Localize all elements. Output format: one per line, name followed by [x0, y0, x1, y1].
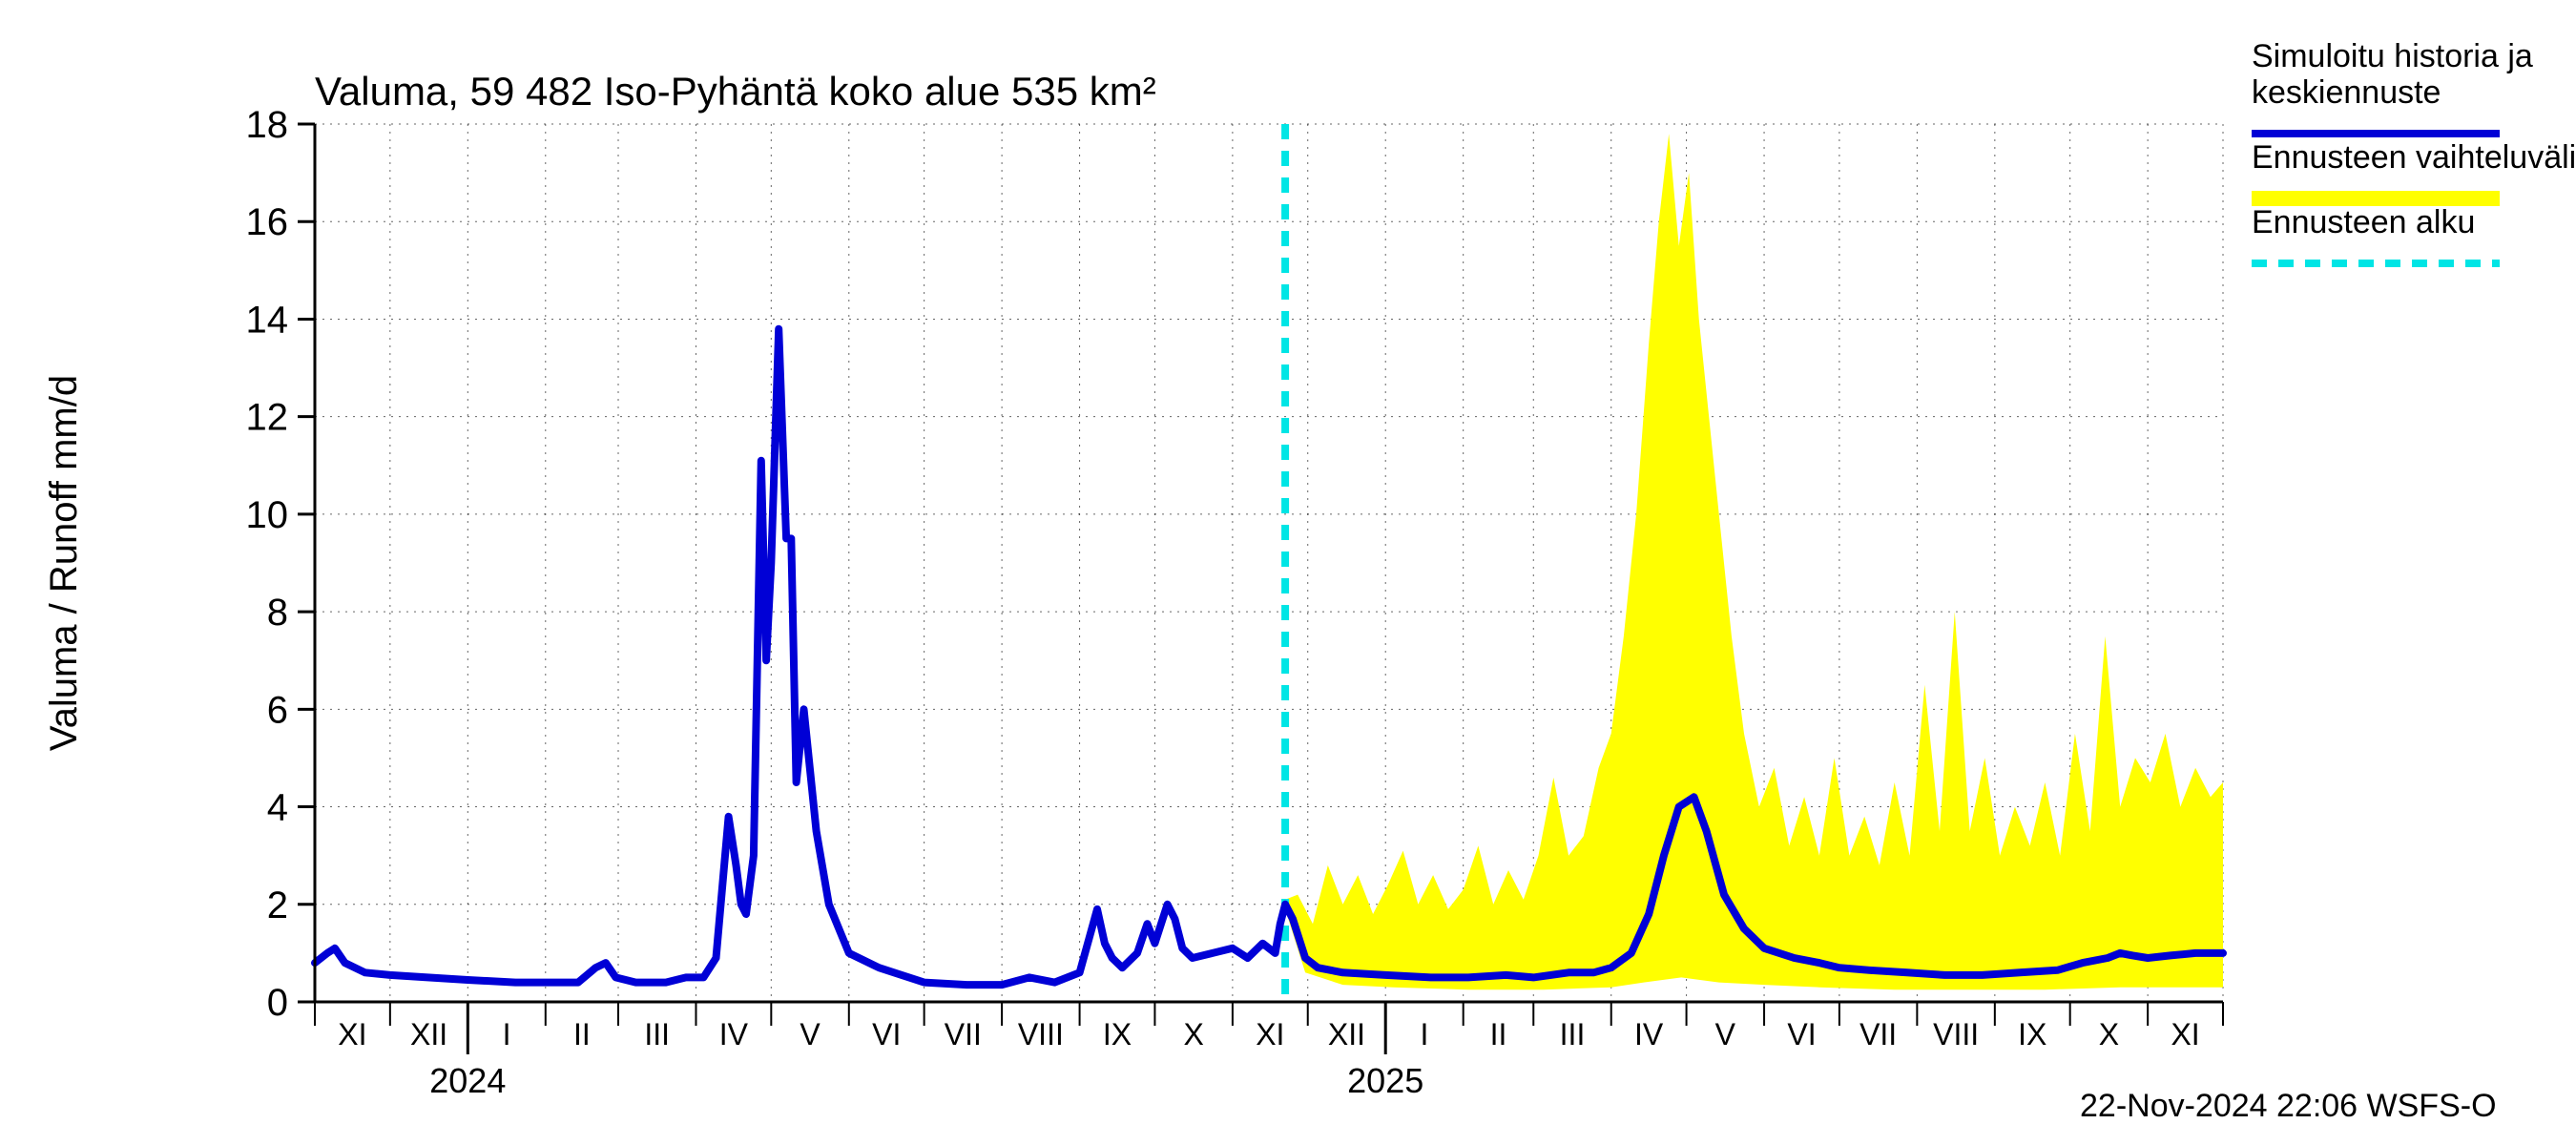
month-label: IX: [1103, 1017, 1132, 1051]
y-tick-label: 14: [246, 299, 289, 341]
y-tick-label: 10: [246, 494, 289, 536]
month-label: XI: [338, 1017, 366, 1051]
month-label: XII: [1328, 1017, 1365, 1051]
month-label: VII: [1859, 1017, 1897, 1051]
year-label: 2024: [429, 1061, 506, 1100]
y-tick-label: 2: [267, 885, 288, 926]
month-label: X: [2099, 1017, 2119, 1051]
y-tick-label: 0: [267, 982, 288, 1024]
month-label: XI: [1256, 1017, 1284, 1051]
month-label: VIII: [1933, 1017, 1979, 1051]
legend-label: Ennusteen alku: [2252, 204, 2475, 240]
month-label: VI: [872, 1017, 901, 1051]
month-label: XI: [2171, 1017, 2199, 1051]
month-label: VII: [945, 1017, 982, 1051]
month-label: VI: [1787, 1017, 1816, 1051]
y-tick-label: 4: [267, 787, 288, 829]
y-tick-label: 16: [246, 201, 289, 243]
year-label: 2025: [1347, 1061, 1423, 1100]
month-label: III: [644, 1017, 670, 1051]
y-tick-label: 12: [246, 397, 289, 439]
month-label: III: [1560, 1017, 1586, 1051]
legend-label: keskiennuste: [2252, 74, 2441, 111]
month-label: VIII: [1018, 1017, 1064, 1051]
month-label: IV: [719, 1017, 749, 1051]
month-label: X: [1183, 1017, 1203, 1051]
legend-label: Simuloitu historia ja: [2252, 38, 2533, 74]
chart-title: Valuma, 59 482 Iso-Pyhäntä koko alue 535…: [315, 69, 1156, 114]
footer-timestamp: 22-Nov-2024 22:06 WSFS-O: [2080, 1088, 2497, 1124]
runoff-chart: 024681012141618XIXIIIIIIIIIVVVIVIIVIIIIX…: [0, 0, 2576, 1145]
y-axis-label: Valuma / Runoff mm/d: [43, 375, 85, 751]
month-label: V: [800, 1017, 821, 1051]
month-label: I: [1420, 1017, 1428, 1051]
month-label: I: [503, 1017, 511, 1051]
y-tick-label: 6: [267, 689, 288, 731]
month-label: II: [573, 1017, 591, 1051]
month-label: V: [1715, 1017, 1736, 1051]
month-label: IX: [2018, 1017, 2046, 1051]
month-label: XII: [410, 1017, 447, 1051]
month-label: II: [1490, 1017, 1507, 1051]
y-tick-label: 8: [267, 592, 288, 634]
legend-label: Ennusteen vaihteluväli: [2252, 139, 2576, 176]
month-label: IV: [1634, 1017, 1664, 1051]
y-tick-label: 18: [246, 104, 289, 146]
